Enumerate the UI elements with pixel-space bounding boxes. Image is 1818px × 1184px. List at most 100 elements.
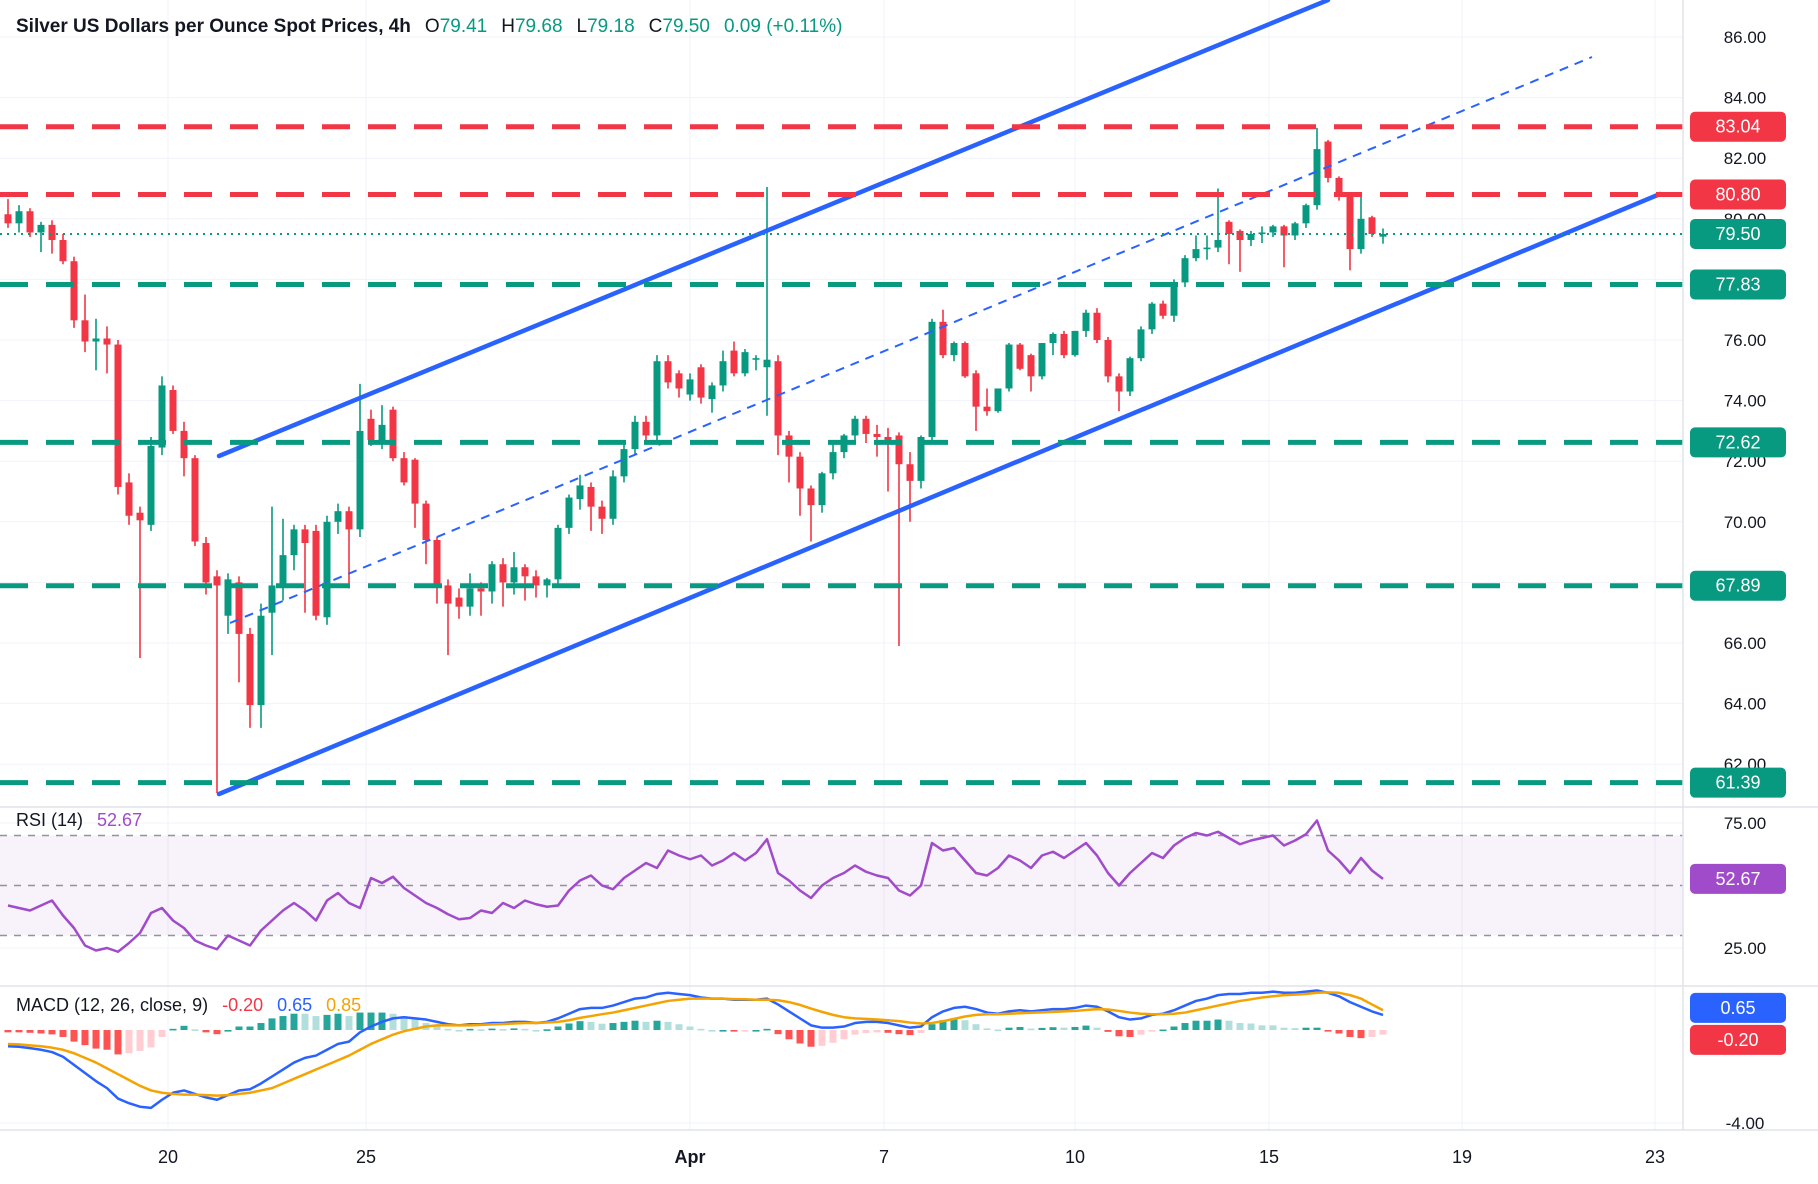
macd-histogram-bar [1082, 1025, 1090, 1030]
channel-middle-line[interactable] [229, 56, 1593, 624]
macd-histogram-bar [807, 1030, 815, 1047]
candle-body [1214, 240, 1222, 248]
macd-histogram-bar [708, 1030, 716, 1032]
candle-body [774, 361, 782, 436]
macd-histogram-bar [939, 1020, 947, 1030]
candle-body [895, 435, 903, 465]
low-label: L [576, 16, 588, 37]
macd-histogram-bar [136, 1030, 144, 1051]
candle-body [1192, 249, 1200, 259]
macd-histogram-bar [1379, 1030, 1387, 1035]
candle-body [939, 321, 947, 356]
macd-line-value: 0.65 [277, 995, 313, 1015]
candle-body [400, 458, 408, 483]
macd-histogram-bar [202, 1030, 210, 1033]
macd-histogram-bar [983, 1028, 991, 1030]
candle-body [1049, 333, 1057, 344]
candle-body [851, 418, 859, 436]
channel-upper-line[interactable] [216, 0, 1331, 459]
macd-histogram-bar [741, 1030, 749, 1032]
candle-body [246, 633, 254, 706]
macd-histogram-bar [257, 1023, 265, 1030]
candle-body [1115, 376, 1123, 392]
candle-body [1236, 230, 1244, 241]
macd-histogram-bar [147, 1030, 155, 1048]
candle-body [147, 446, 155, 525]
macd-hist-badge [1690, 1024, 1786, 1055]
candle-body [598, 506, 606, 519]
macd-histogram-bar [169, 1028, 177, 1031]
rsi-value-badge-text: 52.67 [1715, 869, 1760, 889]
macd-histogram-bar [411, 1019, 419, 1030]
candle-body [521, 567, 529, 577]
candle-body [664, 361, 672, 383]
price-axis-label: 76.00 [1724, 331, 1767, 350]
rsi-legend[interactable]: RSI (14) 52.67 [16, 810, 142, 831]
time-axis-label: 10 [1065, 1147, 1085, 1167]
macd-hist-badge-text: -0.20 [1717, 1030, 1758, 1050]
candle-body [158, 385, 166, 448]
candle-body [301, 529, 309, 544]
price-axis-label: 84.00 [1724, 89, 1767, 108]
candle-body [752, 358, 760, 360]
macd-histogram-bar [1126, 1030, 1134, 1037]
candle-body [477, 588, 485, 592]
drawings[interactable] [0, 0, 1683, 797]
high-label: H [501, 16, 515, 37]
macd-histogram-bar [345, 1016, 353, 1030]
macd-histogram-bar [48, 1030, 56, 1035]
candle-body [1148, 303, 1156, 330]
channel-lower-line[interactable] [216, 191, 1663, 797]
change-value: 0.09 (+0.11%) [723, 16, 843, 37]
open-label: O [424, 16, 440, 37]
time-axis-label: Apr [675, 1147, 706, 1167]
macd-histogram-bar [785, 1030, 793, 1040]
candle-body [26, 211, 34, 233]
candle-body [1324, 141, 1332, 178]
macd-signal-line [7, 991, 1384, 1097]
macd-histogram-bar [59, 1030, 67, 1037]
candle-body [1357, 218, 1365, 250]
symbol-legend[interactable]: Silver US Dollars per Ounce Spot Prices,… [16, 16, 842, 38]
macd-histogram-bar [213, 1030, 221, 1035]
level-badge [1690, 111, 1786, 142]
candle-body [37, 224, 45, 233]
macd-histogram-bar [1291, 1028, 1299, 1030]
macd-histogram-bar [906, 1030, 914, 1036]
macd-histogram-bar [235, 1026, 243, 1030]
candle-body [15, 211, 23, 224]
candle-body [763, 359, 771, 368]
macd-histogram-bar [1346, 1030, 1354, 1037]
candle-body [697, 367, 705, 398]
level-badge-text: 61.39 [1715, 773, 1760, 793]
macd-histogram-bar [1280, 1027, 1288, 1030]
macd-axis-label: -4.00 [1726, 1114, 1765, 1133]
candle-body [213, 576, 221, 586]
macd-histogram-bar [323, 1014, 331, 1030]
candle-body [1082, 312, 1090, 331]
candle-body [191, 458, 199, 542]
macd-legend[interactable]: MACD (12, 26, close, 9) -0.20 0.65 0.85 [16, 995, 361, 1016]
candle-body [686, 379, 694, 395]
candle-body [829, 452, 837, 474]
candle-body [675, 373, 683, 389]
macd-signal-value: 0.85 [326, 995, 362, 1015]
high-value: 79.68 [514, 16, 563, 37]
candle-body [510, 567, 518, 583]
macd-histogram-bar [543, 1029, 551, 1031]
macd-histogram-bar [609, 1023, 617, 1030]
macd-histogram-bar [818, 1030, 826, 1046]
level-badge-text: 83.04 [1715, 117, 1760, 137]
macd-histogram-bar [499, 1029, 507, 1031]
macd-histogram-bar [301, 1013, 309, 1030]
macd-histogram-bar [521, 1028, 529, 1031]
time-axis-label: 15 [1259, 1147, 1279, 1167]
macd-histogram-bar [576, 1021, 584, 1030]
macd-histogram-bar [895, 1030, 903, 1035]
candle-body [411, 459, 419, 504]
time-axis-label: 25 [356, 1147, 376, 1167]
close-label: C [648, 16, 663, 37]
price-axis-label: 74.00 [1724, 392, 1767, 411]
